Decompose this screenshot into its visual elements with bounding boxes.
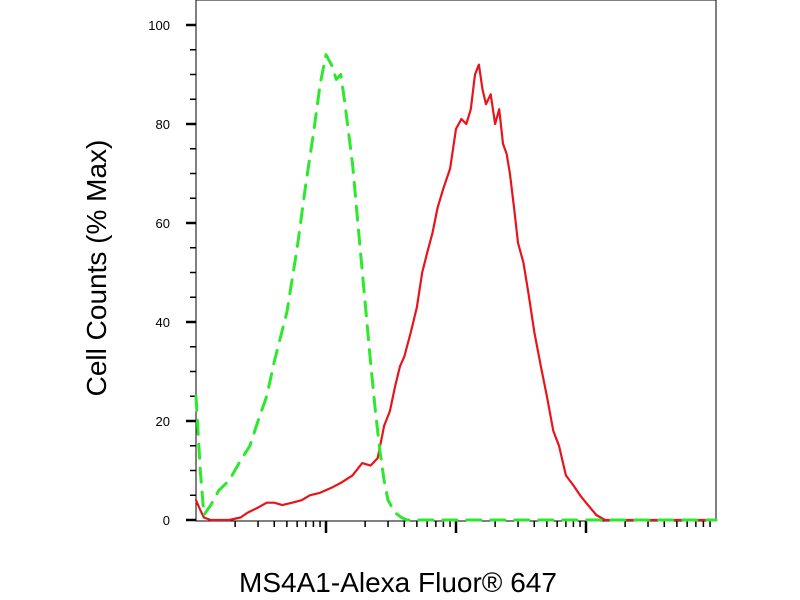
y-tick-label-0: 0	[163, 513, 170, 528]
y-tick-label-20: 20	[156, 414, 170, 429]
series-layer	[194, 53, 718, 522]
series-line-solid-red	[194, 63, 718, 522]
plot-frame	[195, 0, 717, 522]
y-axis: 0 20 40 60 80 100	[148, 18, 196, 528]
x-axis-title: MS4A1-Alexa Fluor® 647	[239, 567, 557, 598]
y-tick-label-60: 60	[156, 216, 170, 231]
series-line-dashed-green	[194, 53, 718, 522]
y-axis-title: Cell Counts (% Max)	[81, 140, 112, 397]
x-axis	[234, 521, 711, 533]
y-tick-label-40: 40	[156, 315, 170, 330]
y-tick-label-100: 100	[148, 18, 170, 33]
y-tick-label-80: 80	[156, 117, 170, 132]
